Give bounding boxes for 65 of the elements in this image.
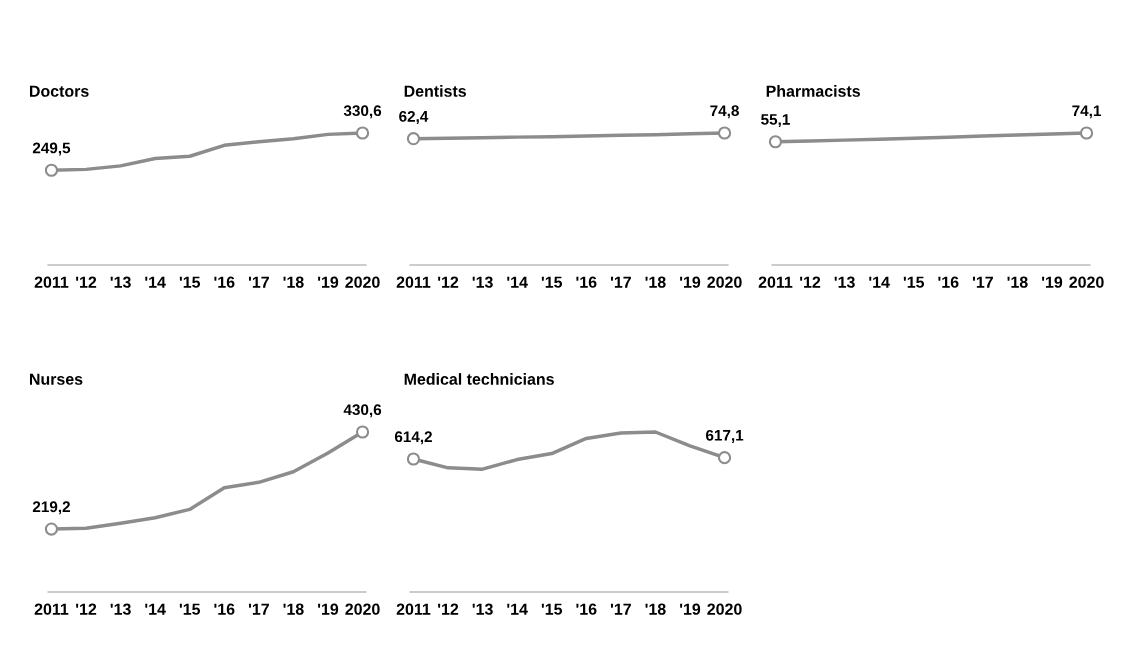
- data-label: 614,2: [394, 431, 432, 445]
- chart-title: Doctors: [29, 85, 89, 97]
- x-tick-label: 2011: [34, 276, 69, 288]
- x-tick-label: '18: [1007, 276, 1028, 288]
- x-tick-label: '14: [145, 603, 166, 615]
- chart-title: Medical technicians: [404, 373, 554, 385]
- data-label: 74,8: [710, 105, 739, 119]
- x-tick-label: '13: [472, 603, 493, 615]
- x-tick-label: 2011: [396, 276, 431, 288]
- data-label: 617,1: [705, 429, 744, 443]
- data-label: 249,5: [32, 142, 71, 156]
- x-tick-label: '19: [680, 603, 701, 615]
- x-tick-label: 2020: [345, 603, 380, 615]
- x-tick-label: 2011: [34, 603, 69, 615]
- x-tick-label: '15: [179, 276, 201, 288]
- x-tick-label: 2020: [345, 276, 380, 288]
- data-label: 55,1: [761, 114, 790, 128]
- x-tick-label: '16: [214, 276, 235, 288]
- x-tick-label: '15: [179, 603, 201, 615]
- x-tick-label: '12: [76, 603, 97, 615]
- x-tick-label: '17: [610, 603, 631, 615]
- x-tick-label: '18: [645, 603, 666, 615]
- x-tick-label: '14: [869, 276, 890, 288]
- x-tick-label: '16: [576, 603, 597, 615]
- x-tick-label: '12: [800, 276, 821, 288]
- x-tick-label: 2011: [396, 603, 431, 615]
- x-tick-label: '13: [110, 276, 131, 288]
- x-tick-label: '18: [645, 276, 666, 288]
- x-tick-label: 2011: [758, 276, 793, 288]
- x-tick-label: '13: [110, 603, 131, 615]
- chart-title: Dentists: [404, 85, 466, 97]
- x-tick-label: '12: [438, 276, 459, 288]
- x-tick-label: 2020: [707, 603, 742, 615]
- x-tick-label: '17: [248, 603, 269, 615]
- data-label: 62,4: [399, 110, 429, 124]
- x-tick-label: '17: [972, 276, 993, 288]
- x-tick-label: 2020: [707, 276, 742, 288]
- x-tick-label: '19: [318, 276, 339, 288]
- x-tick-label: '16: [938, 276, 959, 288]
- x-tick-label: '15: [903, 276, 925, 288]
- x-tick-label: '19: [318, 603, 339, 615]
- data-label: 330,6: [343, 105, 382, 119]
- x-tick-label: '19: [1042, 276, 1063, 288]
- x-tick-label: '15: [541, 603, 563, 615]
- chart-title: Pharmacists: [766, 85, 860, 97]
- x-tick-label: '12: [438, 603, 459, 615]
- x-tick-label: 2020: [1069, 276, 1104, 288]
- data-label: 430,6: [343, 404, 382, 418]
- data-label: 74,1: [1072, 105, 1101, 119]
- x-tick-label: '18: [283, 276, 304, 288]
- x-tick-label: '15: [541, 276, 563, 288]
- chart-title: Nurses: [29, 373, 83, 385]
- x-tick-label: '19: [680, 276, 701, 288]
- x-tick-label: '16: [214, 603, 235, 615]
- data-label: 219,2: [32, 501, 70, 515]
- x-tick-label: '18: [283, 603, 304, 615]
- x-tick-label: '13: [834, 276, 855, 288]
- x-tick-label: '13: [472, 276, 493, 288]
- x-tick-label: '12: [76, 276, 97, 288]
- x-tick-label: '14: [145, 276, 166, 288]
- x-tick-label: '17: [248, 276, 269, 288]
- x-tick-label: '17: [610, 276, 631, 288]
- x-tick-label: '14: [507, 603, 528, 615]
- x-tick-label: '16: [576, 276, 597, 288]
- x-tick-label: '14: [507, 276, 528, 288]
